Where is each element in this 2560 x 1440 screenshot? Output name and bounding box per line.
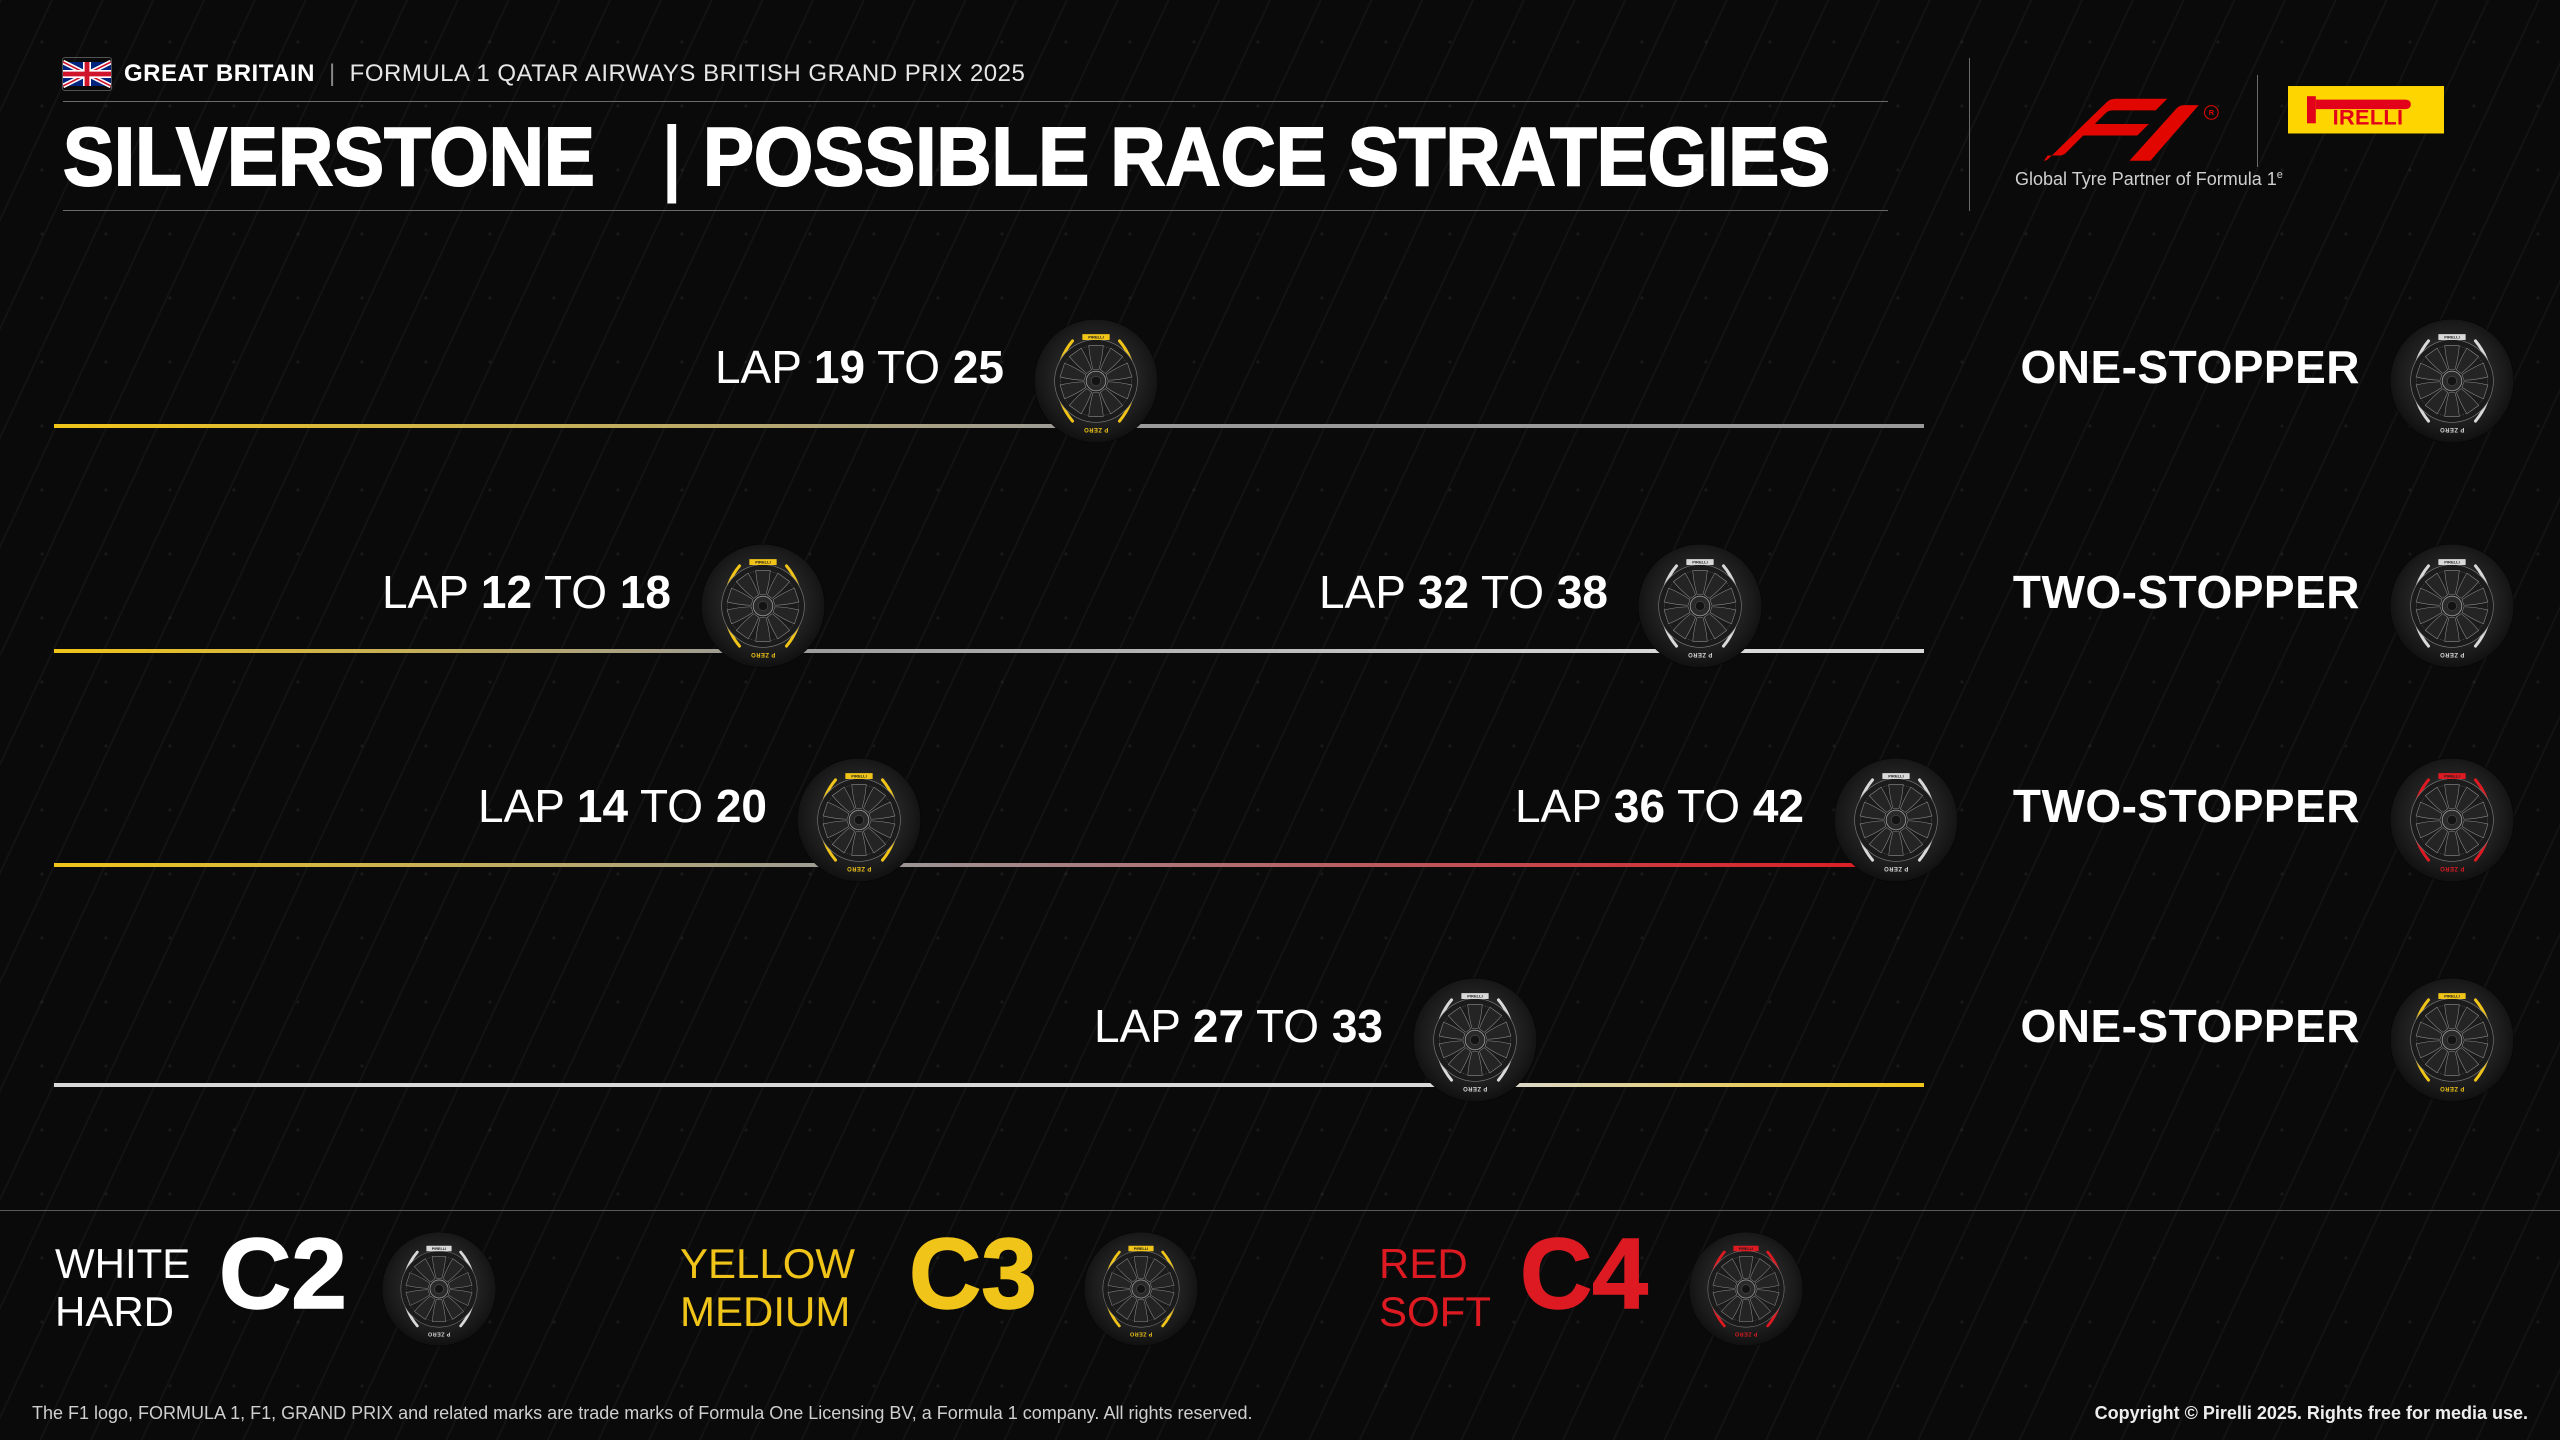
- svg-text:P ZERO: P ZERO: [427, 1330, 450, 1336]
- svg-text:PIRELLI: PIRELLI: [432, 1247, 446, 1251]
- svg-text:PIRELLI: PIRELLI: [1134, 1247, 1148, 1251]
- svg-text:PIRELLI: PIRELLI: [1739, 1247, 1753, 1251]
- svg-text:P ZERO: P ZERO: [1129, 1330, 1152, 1336]
- svg-text:P ZERO: P ZERO: [1734, 1330, 1757, 1336]
